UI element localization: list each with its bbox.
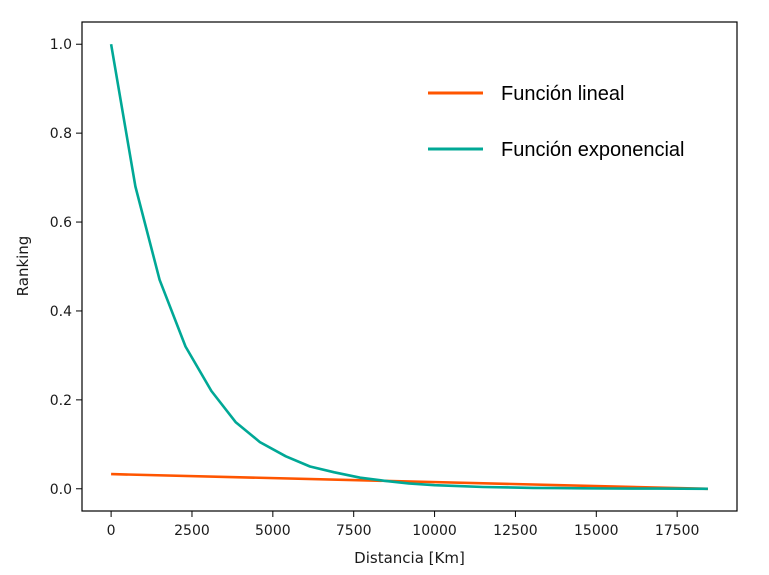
legend: Función lineal Función exponencial — [428, 83, 684, 161]
y-tick-label: 0.4 — [50, 304, 72, 320]
series-lines — [109, 43, 708, 491]
y-tick-label: 0.0 — [50, 482, 72, 498]
y-axis-ticks: 0.0 0.2 0.4 0.6 0.8 1.0 — [50, 37, 82, 498]
x-tick-label: 12500 — [493, 523, 538, 539]
x-tick-label: 17500 — [655, 523, 700, 539]
y-axis-label: Ranking — [14, 236, 32, 297]
y-tick-label: 0.8 — [50, 126, 72, 142]
x-tick-label: 7500 — [336, 523, 372, 539]
y-tick-label: 0.2 — [50, 393, 72, 409]
plot-area — [81, 21, 738, 512]
x-axis-label: Distancia [Km] — [354, 549, 465, 567]
x-tick-label: 5000 — [255, 523, 291, 539]
x-tick-label: 15000 — [574, 523, 619, 539]
y-tick-label: 0.6 — [50, 215, 72, 231]
x-tick-label: 0 — [107, 523, 116, 539]
x-tick-label: 2500 — [174, 523, 210, 539]
x-axis-ticks: 0 2500 5000 7500 10000 12500 15000 17500 — [107, 511, 700, 539]
legend-label: Función lineal — [501, 83, 624, 105]
series-line-funcion-lineal — [111, 472, 708, 491]
x-tick-label: 10000 — [412, 523, 457, 539]
legend-label: Función exponencial — [501, 139, 684, 161]
y-tick-label: 1.0 — [50, 37, 72, 53]
series-line-funcion-exponencial — [109, 43, 708, 491]
